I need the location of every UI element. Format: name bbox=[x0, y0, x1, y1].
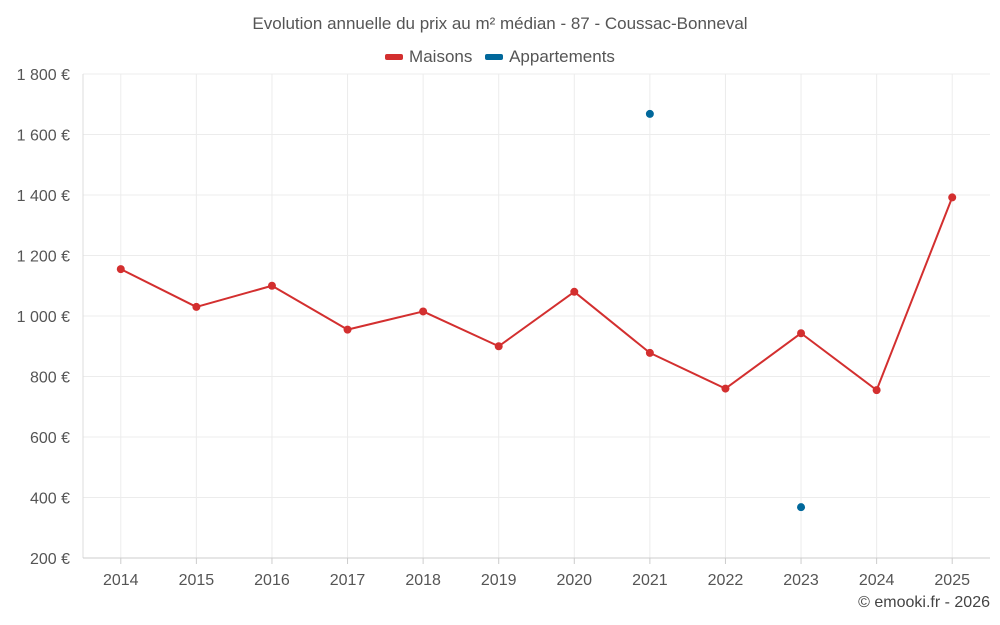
x-tick-label: 2022 bbox=[708, 572, 744, 589]
data-point-maisons-2019 bbox=[494, 342, 503, 351]
x-tick-label: 2014 bbox=[103, 572, 139, 589]
y-tick-label: 1 800 € bbox=[17, 67, 70, 84]
y-tick-label: 1 600 € bbox=[17, 128, 70, 145]
data-point-maisons-2014 bbox=[116, 265, 125, 274]
y-tick-label: 400 € bbox=[30, 491, 70, 508]
data-point-maisons-2018 bbox=[419, 307, 428, 316]
data-point-maisons-2017 bbox=[343, 325, 352, 334]
x-tick-label: 2020 bbox=[556, 572, 592, 589]
x-tick-label: 2024 bbox=[859, 572, 895, 589]
data-point-maisons-2022 bbox=[721, 384, 730, 393]
x-tick-label: 2025 bbox=[934, 572, 970, 589]
data-point-maisons-2021 bbox=[645, 348, 654, 357]
y-tick-label: 800 € bbox=[30, 370, 70, 387]
x-tick-label: 2018 bbox=[405, 572, 441, 589]
x-tick-label: 2023 bbox=[783, 572, 819, 589]
legend-swatch-maisons bbox=[385, 54, 404, 60]
data-point-maisons-2025 bbox=[948, 193, 957, 202]
y-tick-label: 1 400 € bbox=[17, 188, 70, 205]
x-tick-label: 2019 bbox=[481, 572, 517, 589]
x-tick-label: 2016 bbox=[254, 572, 290, 589]
x-tick-label: 2015 bbox=[179, 572, 215, 589]
legend-swatch-appartements bbox=[485, 54, 504, 60]
y-tick-label: 600 € bbox=[30, 430, 70, 447]
y-tick-label: 200 € bbox=[30, 551, 70, 568]
data-point-maisons-2015 bbox=[192, 302, 201, 311]
legend-item-appartements[interactable]: Appartements bbox=[485, 47, 615, 67]
y-tick-label: 1 200 € bbox=[17, 249, 70, 266]
chart-legend: Maisons Appartements bbox=[0, 45, 1000, 67]
series-line-maisons bbox=[120, 197, 954, 392]
data-point-maisons-2023 bbox=[797, 329, 806, 338]
chart-title: Evolution annuelle du prix au m² médian … bbox=[252, 14, 748, 33]
data-point-maisons-2020 bbox=[570, 287, 579, 296]
x-tick-label: 2021 bbox=[632, 572, 668, 589]
legend-label-appartements: Appartements bbox=[509, 47, 615, 66]
data-point-appartements-2023 bbox=[797, 503, 806, 512]
legend-label-maisons: Maisons bbox=[409, 47, 473, 66]
legend-item-maisons[interactable]: Maisons bbox=[385, 47, 472, 67]
data-point-appartements-2021 bbox=[645, 109, 654, 118]
data-point-maisons-2016 bbox=[267, 281, 276, 290]
credit-text: © emooki.fr - 2026 bbox=[858, 594, 990, 611]
data-point-maisons-2024 bbox=[872, 386, 881, 395]
x-tick-label: 2017 bbox=[330, 572, 366, 589]
y-tick-label: 1 000 € bbox=[17, 309, 70, 326]
